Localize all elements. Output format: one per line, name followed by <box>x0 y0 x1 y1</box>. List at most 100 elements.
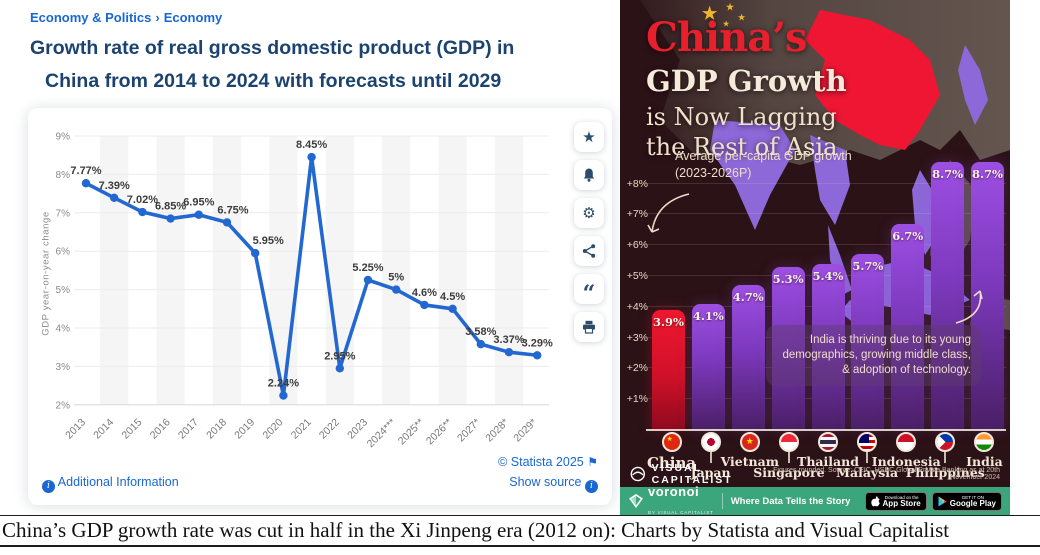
data-point-label: 7.77% <box>70 165 101 177</box>
breadcrumb-page[interactable]: Economy <box>163 10 223 25</box>
y-tick-label: +1% <box>626 393 648 406</box>
country-legend: ChinaJapanVietnamSingaporeThailandMalays… <box>647 432 1004 492</box>
data-point[interactable] <box>448 304 457 313</box>
app-store-button[interactable]: Download on the App Store <box>864 491 927 511</box>
bar-indonesia[interactable]: 6.7% <box>891 223 925 430</box>
flag-india-icon <box>974 432 995 452</box>
info-icon: i <box>42 480 55 493</box>
title-chinas: China’s ★ ★ ★ ★ <box>646 3 808 61</box>
data-point-label: 2.24% <box>268 378 299 390</box>
bar-thailand[interactable]: 5.4% <box>811 263 845 430</box>
appstore-top: Download on the <box>884 494 919 500</box>
breadcrumb-section[interactable]: Economy & Politics <box>30 10 152 25</box>
x-tick-label: 2019 <box>232 416 257 441</box>
data-point[interactable] <box>504 347 514 357</box>
data-point[interactable] <box>110 193 119 203</box>
additional-info-label: Additional Information <box>57 475 179 489</box>
appstore-label: App Store <box>882 498 921 508</box>
bar-malaysia[interactable]: 5.7% <box>851 254 885 430</box>
gold-star-icon: ★ <box>723 19 729 28</box>
y-tick-label: +3% <box>626 331 648 344</box>
data-point[interactable] <box>392 285 401 294</box>
y-tick-label: +8% <box>626 177 648 190</box>
legend-item-thailand: Thailand <box>788 432 868 469</box>
title-rest: is Now Lagging the Rest of Asia <box>646 103 838 161</box>
data-point[interactable] <box>222 218 232 227</box>
copyright-text: © Statista 2025 <box>498 455 584 469</box>
data-point[interactable] <box>194 210 203 219</box>
google-play-button[interactable]: GET IT ON Google Play <box>931 491 1002 511</box>
country-label: China <box>646 454 697 472</box>
legend-item-singapore: Singapore <box>749 432 829 480</box>
x-tick-label: 2023 <box>345 416 370 441</box>
x-tick-label: 2020 <box>261 416 286 441</box>
data-point[interactable] <box>81 179 91 188</box>
x-tick-label: 2026** <box>424 416 455 447</box>
gridline <box>648 244 1006 246</box>
y-tick-label: +2% <box>626 362 648 375</box>
x-tick-label: 2025** <box>396 416 427 447</box>
country-label: Indonesia <box>871 454 941 469</box>
y-tick-label: 7% <box>56 208 71 219</box>
favorite-button[interactable]: ★ <box>574 122 604 152</box>
bar-philippines[interactable]: 8.7% <box>931 162 965 430</box>
data-point-label: 5.25% <box>352 262 383 274</box>
flag-singapore-icon <box>778 432 799 452</box>
voronoi-tagline: Where Data Tells the Story <box>730 495 851 507</box>
data-point[interactable] <box>251 248 260 258</box>
y-tick-label: 4% <box>56 324 71 335</box>
statista-panel: Economy & Politics › Economy Growth rate o… <box>30 10 604 493</box>
print-button[interactable] <box>574 312 604 342</box>
bar-india[interactable]: 8.7% <box>971 162 1004 430</box>
y-tick-label: 2% <box>56 400 71 411</box>
infographic-title: China’s ★ ★ ★ ★ GDP Growth is Now Laggin… <box>646 3 847 162</box>
stem <box>944 452 947 463</box>
alert-button[interactable] <box>574 160 604 190</box>
y-tick-label: +6% <box>626 239 648 252</box>
voronoi-logo[interactable]: voronoi BY VISUAL CAPITALIST <box>628 483 714 515</box>
legend-item-japan: Japan <box>671 432 751 480</box>
bar-value-label: 8.7% <box>932 167 964 182</box>
x-tick-label: 2028* <box>483 416 511 444</box>
x-tick-label: 2024*** <box>365 416 399 450</box>
data-point[interactable] <box>363 275 373 285</box>
divider <box>721 493 723 509</box>
data-point[interactable] <box>420 300 429 310</box>
bar-china[interactable]: 3.9% <box>652 309 685 430</box>
statista-copyright[interactable]: © Statista 2025 ⚑ <box>498 455 598 469</box>
cite-button[interactable]: “ <box>574 274 604 305</box>
data-point[interactable] <box>138 207 147 217</box>
star-icon: ★ <box>582 129 596 146</box>
data-point[interactable] <box>476 339 485 349</box>
data-point[interactable] <box>335 364 344 373</box>
x-tick-label: 2015 <box>120 416 145 441</box>
avg-growth-annotation: Average per-capita GDP growth (2023-2026… <box>675 149 852 180</box>
data-point[interactable] <box>166 214 175 223</box>
bar-japan[interactable]: 4.1% <box>691 303 725 430</box>
column-band <box>269 136 298 405</box>
data-point-label: 4.6% <box>412 287 437 299</box>
y-tick-label: 6% <box>56 247 71 258</box>
additional-info-link[interactable]: i Additional Information <box>42 475 179 493</box>
data-point[interactable] <box>533 351 542 360</box>
data-point-label: 3.37% <box>493 334 524 346</box>
legend-item-vietnam: Vietnam <box>710 432 790 469</box>
printer-icon <box>583 320 595 334</box>
bar-vietnam[interactable]: 4.7% <box>731 285 765 430</box>
source-note: Figures rounded. Source: CEIC, HSBC Glob… <box>773 467 1000 481</box>
country-label: Malaysia <box>836 465 899 480</box>
share-button[interactable] <box>574 236 604 266</box>
curved-arrow-icon <box>955 290 983 324</box>
info-icon: i <box>585 480 598 493</box>
column-band <box>438 136 467 405</box>
x-tick-label: 2021 <box>289 416 314 441</box>
legend-item-indonesia: Indonesia <box>866 432 946 469</box>
bar-singapore[interactable]: 5.3% <box>771 266 805 430</box>
bar-value-label: 4.7% <box>732 290 764 305</box>
data-point[interactable] <box>279 391 288 400</box>
show-source-link[interactable]: Show source i <box>509 475 598 493</box>
legend-item-malaysia: Malaysia <box>827 432 907 480</box>
country-label: Philippines <box>905 465 985 480</box>
data-point[interactable] <box>307 152 316 162</box>
settings-button[interactable]: ⚙ <box>574 198 604 228</box>
